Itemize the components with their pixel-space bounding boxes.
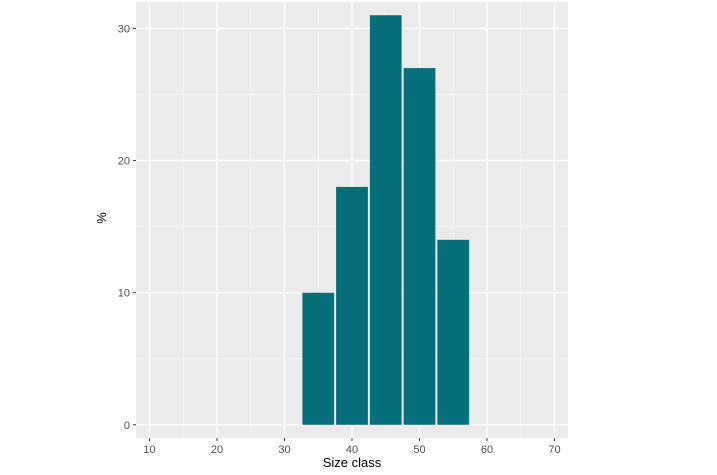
bar — [437, 239, 470, 425]
y-tick-label: 30 — [118, 23, 130, 35]
y-tick-label: 20 — [118, 156, 130, 168]
x-axis: 10 20 30 40 50 60 70 — [143, 438, 561, 456]
x-axis-title: Size class — [323, 455, 382, 470]
bar — [369, 15, 402, 425]
bar — [336, 186, 368, 425]
bar — [302, 292, 335, 425]
bars — [302, 15, 470, 425]
x-tick-label: 10 — [143, 444, 155, 456]
y-axis-title: % — [94, 212, 109, 224]
bar — [403, 68, 436, 425]
grid-lines — [136, 2, 568, 438]
x-tick-label: 30 — [278, 444, 290, 456]
x-tick-label: 40 — [346, 444, 358, 456]
x-tick-label: 70 — [548, 444, 560, 456]
x-tick-label: 60 — [481, 444, 493, 456]
y-axis: 0 10 20 30 — [118, 23, 136, 432]
y-tick-label: 0 — [124, 420, 130, 432]
x-tick-label: 50 — [413, 444, 425, 456]
x-tick-label: 20 — [211, 444, 223, 456]
y-tick-label: 10 — [118, 288, 130, 300]
